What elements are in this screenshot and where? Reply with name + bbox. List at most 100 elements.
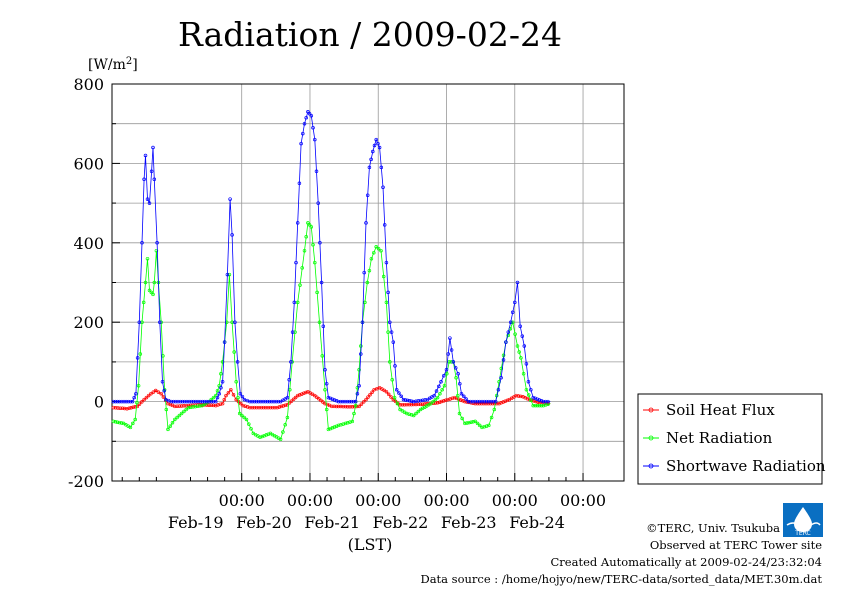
data-point: [143, 280, 148, 285]
data-point: [397, 391, 401, 395]
data-point: [207, 403, 211, 407]
data-point: [180, 399, 185, 404]
x-axis: 00:00 Feb-19 00:00 Feb-20 00:00 Feb-21 00:00 Fe…: [121, 473, 606, 532]
data-point: [414, 402, 418, 407]
data-point: [143, 153, 148, 158]
data-point: [182, 409, 186, 414]
data-point: [225, 272, 230, 277]
series-line: [113, 110, 551, 403]
data-point: [135, 356, 140, 360]
data-point: [357, 404, 361, 409]
data-point: [126, 399, 130, 404]
data-point: [482, 401, 486, 406]
data-point: [128, 399, 133, 404]
data-point: [407, 399, 412, 403]
data-point: [119, 421, 124, 425]
data-point: [281, 404, 286, 408]
data-point: [365, 193, 370, 197]
data-point: [313, 260, 317, 265]
data-point: [188, 405, 193, 409]
data-point: [393, 364, 397, 368]
data-point: [186, 405, 191, 410]
data-point: [429, 401, 433, 406]
data-point: [276, 399, 281, 404]
data-point: [384, 300, 389, 305]
data-point: [266, 432, 271, 436]
data-point: [147, 288, 152, 293]
data-point: [254, 405, 259, 410]
data-point: [323, 368, 327, 372]
data-point: [272, 399, 276, 404]
data-point: [447, 360, 451, 364]
data-point: [242, 415, 246, 420]
data-point: [388, 360, 392, 364]
data-point: [489, 399, 493, 404]
data-point: [399, 394, 403, 399]
copyright-text: ©TERC, Univ. Tsukuba: [646, 521, 780, 535]
data-point: [526, 393, 531, 397]
data-point: [444, 368, 449, 372]
data-point: [418, 398, 423, 403]
data-point: [117, 420, 122, 425]
data-point: [449, 348, 454, 352]
data-point: [142, 397, 146, 402]
data-point: [382, 223, 387, 227]
data-point: [384, 389, 389, 394]
data-point: [466, 399, 471, 404]
data-point: [306, 110, 310, 114]
data-point: [454, 376, 458, 380]
data-point: [473, 399, 477, 404]
data-point: [336, 423, 341, 428]
data-point: [330, 426, 335, 430]
legend-label: Shortwave Radiation: [666, 457, 826, 475]
data-point: [232, 350, 236, 354]
data-point: [516, 394, 521, 398]
data-point: [113, 406, 118, 410]
data-point: [416, 402, 421, 407]
data-point: [219, 372, 223, 376]
data-point: [484, 401, 488, 406]
data-point: [446, 397, 450, 402]
data-point: [116, 406, 120, 410]
data-point: [214, 393, 218, 398]
grid-lines: [112, 83, 624, 482]
data-point: [411, 413, 416, 418]
data-point: [186, 403, 191, 408]
data-point: [324, 407, 329, 412]
data-point: [209, 399, 214, 404]
data-point: [402, 402, 407, 407]
data-point: [191, 405, 195, 409]
data-point: [152, 177, 157, 182]
data-point: [477, 399, 482, 404]
data-point: [460, 416, 464, 421]
data-point: [372, 250, 376, 255]
data-point: [137, 320, 142, 324]
data-point: [256, 399, 261, 404]
data-point: [240, 394, 245, 399]
data-point: [307, 112, 312, 116]
data-point: [184, 403, 188, 408]
data-point: [489, 415, 494, 420]
data-point: [386, 330, 390, 334]
y-tick-label: 800: [73, 75, 104, 94]
data-point: [442, 374, 446, 378]
data-point: [405, 402, 409, 407]
x-tick-date: Feb-20: [236, 513, 292, 532]
data-point: [217, 391, 221, 396]
logo-text: TERC: [794, 530, 811, 537]
data-point: [357, 368, 361, 372]
data-point: [298, 283, 302, 287]
data-point: [345, 399, 349, 404]
data-point: [439, 399, 444, 404]
data-point: [389, 395, 393, 399]
data-point: [309, 225, 314, 229]
data-point: [134, 391, 138, 396]
data-point: [445, 372, 449, 376]
data-point: [526, 380, 531, 384]
data-point: [336, 404, 341, 409]
data-point: [151, 292, 155, 297]
data-point: [518, 394, 523, 399]
data-point: [311, 243, 315, 247]
data-point: [156, 390, 161, 394]
data-point: [437, 400, 442, 404]
